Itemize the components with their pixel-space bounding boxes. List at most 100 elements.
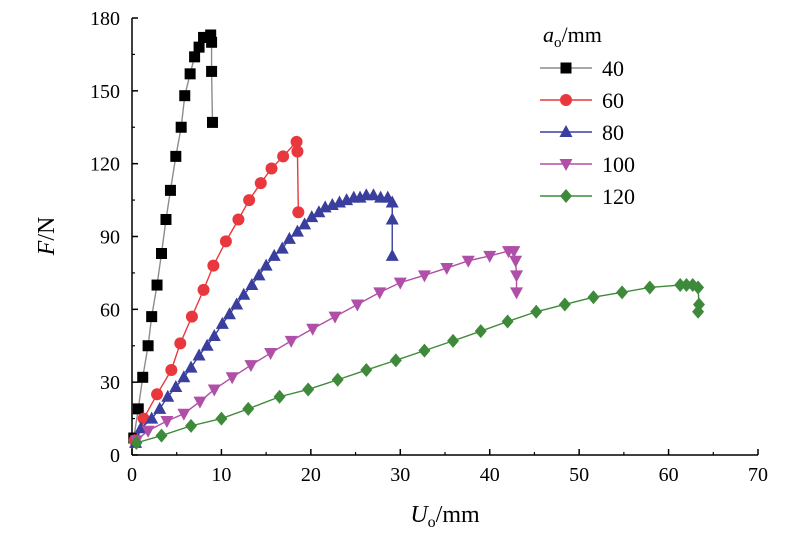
data-point bbox=[389, 353, 402, 368]
series-layer bbox=[128, 29, 705, 450]
legend-label: 100 bbox=[602, 152, 635, 177]
data-point bbox=[130, 435, 143, 450]
data-point bbox=[291, 145, 304, 158]
data-point bbox=[174, 337, 187, 350]
data-point bbox=[137, 371, 149, 383]
data-point bbox=[177, 408, 191, 421]
data-point bbox=[265, 162, 278, 175]
y-tick-label: 180 bbox=[90, 8, 120, 30]
y-tick-label: 0 bbox=[110, 445, 120, 467]
data-point bbox=[243, 194, 256, 207]
data-point bbox=[302, 382, 315, 397]
legend-marker bbox=[559, 159, 573, 171]
data-point bbox=[205, 29, 217, 41]
data-point bbox=[331, 372, 344, 387]
data-point bbox=[207, 259, 220, 272]
data-point bbox=[244, 360, 258, 373]
y-tick-label: 60 bbox=[100, 299, 120, 321]
data-point bbox=[242, 401, 255, 416]
series-120 bbox=[130, 278, 705, 450]
data-point bbox=[267, 248, 281, 261]
data-point bbox=[483, 250, 497, 263]
data-point bbox=[197, 283, 210, 296]
legend-label: 120 bbox=[602, 184, 635, 209]
legend-item-100: 100 bbox=[540, 152, 635, 177]
data-point bbox=[132, 403, 144, 415]
data-point bbox=[206, 36, 218, 48]
data-point bbox=[417, 270, 431, 283]
data-point bbox=[264, 348, 278, 361]
data-point bbox=[298, 217, 312, 230]
data-point bbox=[206, 116, 218, 128]
data-point bbox=[680, 278, 693, 293]
data-point bbox=[161, 389, 175, 402]
data-point bbox=[282, 231, 296, 244]
data-point bbox=[530, 304, 543, 319]
data-point bbox=[215, 411, 228, 426]
legend-marker bbox=[560, 62, 572, 74]
x-tick-label: 50 bbox=[569, 464, 589, 486]
data-point bbox=[185, 310, 198, 323]
y-tick-label: 30 bbox=[100, 372, 120, 394]
data-point bbox=[273, 389, 286, 404]
data-point bbox=[674, 278, 687, 293]
data-point bbox=[290, 224, 304, 237]
legend-marker bbox=[560, 94, 572, 106]
data-point bbox=[385, 212, 399, 225]
data-point bbox=[151, 279, 163, 291]
data-point bbox=[259, 258, 273, 271]
y-axis-label: F/N bbox=[34, 217, 60, 257]
data-point bbox=[141, 425, 155, 438]
data-point bbox=[418, 343, 431, 358]
data-point bbox=[509, 255, 523, 268]
data-point bbox=[230, 297, 244, 310]
data-point bbox=[193, 396, 207, 409]
data-point bbox=[510, 270, 524, 283]
series-60 bbox=[128, 135, 305, 447]
data-point bbox=[385, 195, 399, 208]
data-point bbox=[501, 314, 514, 329]
data-point bbox=[192, 348, 206, 361]
data-point bbox=[184, 68, 196, 80]
data-point bbox=[153, 401, 167, 414]
data-point bbox=[305, 210, 319, 223]
legend-marker bbox=[560, 189, 572, 203]
legend-item-40: 40 bbox=[540, 56, 624, 81]
data-point bbox=[185, 418, 198, 433]
data-point bbox=[366, 188, 380, 201]
data-point bbox=[350, 299, 364, 312]
data-point bbox=[312, 205, 326, 218]
data-point bbox=[215, 316, 229, 329]
data-point bbox=[207, 384, 221, 397]
x-tick-label: 60 bbox=[659, 464, 679, 486]
x-tick-label: 0 bbox=[127, 464, 137, 486]
data-point bbox=[245, 278, 259, 291]
data-point bbox=[225, 372, 239, 385]
data-point bbox=[156, 247, 168, 259]
data-point bbox=[189, 51, 201, 63]
data-point bbox=[692, 280, 705, 295]
data-point bbox=[461, 255, 475, 268]
x-tick-label: 20 bbox=[301, 464, 321, 486]
data-point bbox=[146, 311, 158, 323]
legend-label: 60 bbox=[602, 88, 624, 113]
data-point bbox=[145, 411, 159, 424]
data-point bbox=[207, 329, 221, 342]
data-point bbox=[219, 235, 232, 248]
data-point bbox=[616, 285, 629, 300]
data-point bbox=[165, 364, 178, 377]
data-point bbox=[184, 360, 198, 373]
y-tick-label: 150 bbox=[90, 81, 120, 103]
data-point bbox=[252, 268, 266, 281]
x-axis-label: Uo/mm bbox=[410, 502, 480, 531]
legend-label: 40 bbox=[602, 56, 624, 81]
series-80 bbox=[129, 188, 399, 448]
series-line-80 bbox=[134, 194, 393, 444]
series-40 bbox=[128, 29, 218, 444]
data-point bbox=[643, 280, 656, 295]
data-point bbox=[232, 213, 245, 226]
data-point bbox=[558, 297, 571, 312]
data-point bbox=[385, 248, 399, 261]
data-point bbox=[200, 338, 214, 351]
